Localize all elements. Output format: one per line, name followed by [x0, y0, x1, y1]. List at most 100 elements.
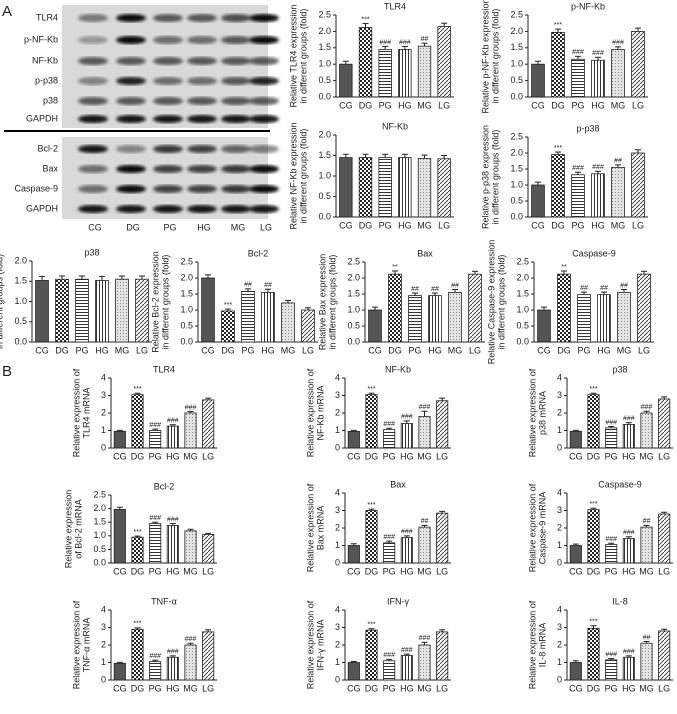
- y-tick-label: 1.5: [93, 517, 106, 527]
- y-tick-label: 2.5: [510, 9, 523, 19]
- y-tick-label: 2.5: [347, 256, 360, 266]
- bar: [398, 157, 412, 218]
- y-axis-label: Relative expression of: [527, 600, 537, 689]
- y-tick-label: 1.0: [510, 179, 523, 189]
- blot-lane-label: LG: [260, 222, 272, 232]
- blot-band: [116, 97, 146, 105]
- y-axis-label: in different groups (fold): [496, 255, 506, 350]
- error-bar: [342, 153, 349, 158]
- blot-band: [249, 205, 279, 213]
- x-tick-label: HG: [622, 683, 636, 693]
- x-tick-label: PG: [75, 345, 88, 355]
- blot-band: [116, 145, 146, 153]
- blot-band: [116, 115, 146, 123]
- significance-label: ###: [383, 652, 395, 659]
- y-tick-label: 2.0: [318, 26, 331, 36]
- bar: [448, 291, 462, 343]
- error-bar: [59, 275, 65, 280]
- error-bar: [661, 511, 668, 514]
- x-tick-label: LG: [436, 451, 448, 461]
- y-tick-label: 2.5: [318, 9, 331, 19]
- y-axis-label: in different groups (fold): [0, 254, 4, 349]
- x-tick-label: MG: [639, 566, 654, 576]
- blot-band: [187, 36, 217, 44]
- axes: [364, 262, 485, 343]
- x-tick-label: MG: [183, 683, 198, 693]
- bar: [358, 27, 373, 98]
- x-tick-label: PG: [605, 451, 618, 461]
- y-tick-label: 1: [335, 540, 340, 550]
- chart-title: p-NF-Kb: [571, 1, 605, 11]
- y-tick-label: 4: [557, 372, 562, 382]
- bar: [418, 644, 431, 681]
- bar: [622, 423, 635, 449]
- y-axis-label: NF-Kb mRNA: [315, 385, 325, 440]
- y-tick-label: 0.5: [180, 320, 193, 330]
- y-axis-label: in different groups (fold): [327, 255, 337, 350]
- error-bar: [403, 420, 410, 424]
- significance-label: ###: [623, 530, 635, 537]
- bar: [241, 291, 255, 343]
- significance-label: ###: [605, 651, 617, 658]
- error-bar: [555, 28, 561, 33]
- error-bar: [401, 45, 408, 50]
- y-tick-label: 1.5: [14, 276, 27, 286]
- y-tick-label: 2.0: [510, 26, 523, 36]
- western-blot: TLR4 p-NF-Kb NF-Kb p-p38 p38 GAPDH Bcl-2 Bax Cas…: [4, 5, 279, 232]
- significance-label: ##: [431, 286, 439, 293]
- bar: [436, 400, 449, 449]
- y-tick-label: 0.0: [93, 557, 106, 567]
- y-tick-label: 1.0: [318, 59, 331, 69]
- blot-band: [221, 205, 251, 213]
- error-bar: [305, 307, 311, 310]
- y-axis-label: Relative expression of: [305, 483, 315, 572]
- chart-title: NF-Kb: [385, 364, 411, 374]
- error-bar: [625, 655, 632, 658]
- x-tick-label: MG: [611, 220, 626, 230]
- error-bar: [421, 524, 428, 528]
- error-bar: [116, 661, 123, 664]
- error-bar: [472, 270, 478, 275]
- x-tick-label: PG: [383, 683, 396, 693]
- significance-label: ###: [379, 39, 391, 46]
- blot-lane-label: DG: [126, 222, 140, 232]
- y-axis-label: Relative NF-Kb expression: [288, 122, 298, 229]
- x-tick-label: MG: [639, 683, 654, 693]
- y-axis-label: of Bcl-2 mRNA: [73, 499, 83, 559]
- x-tick-label: MG: [417, 100, 432, 110]
- error-bar: [661, 396, 668, 399]
- blot-band: [221, 185, 251, 193]
- significance-label: **: [561, 264, 567, 271]
- y-tick-label: 2: [101, 639, 106, 649]
- error-bar: [342, 60, 349, 65]
- blot-band: [249, 185, 279, 193]
- error-bar: [643, 641, 650, 644]
- x-tick-label: HG: [591, 100, 605, 110]
- y-axis-label: Caspase-9 mRNA: [537, 492, 547, 565]
- y-tick-label: 1.0: [516, 304, 529, 314]
- error-bar: [441, 155, 448, 159]
- error-bar: [421, 42, 428, 47]
- blot-band: [187, 115, 217, 123]
- x-tick-label: LG: [632, 100, 644, 110]
- bar: [418, 526, 431, 564]
- x-tick-label: MG: [417, 566, 432, 576]
- significance-label: ##: [411, 286, 419, 293]
- blot-lane-label: PG: [163, 222, 176, 232]
- x-tick-label: CG: [569, 451, 583, 461]
- bar: [383, 542, 396, 564]
- x-tick-label: LG: [658, 451, 670, 461]
- y-tick-label: 1: [557, 425, 562, 435]
- blot-band: [78, 145, 108, 153]
- x-tick-label: DG: [359, 220, 373, 230]
- significance-label: ***: [367, 502, 375, 509]
- error-bar: [152, 428, 159, 431]
- bar: [611, 49, 625, 98]
- x-tick-label: PG: [379, 220, 392, 230]
- error-bar: [635, 149, 641, 153]
- y-tick-label: 0.0: [510, 91, 523, 101]
- significance-label: **: [392, 264, 398, 271]
- error-bar: [134, 535, 141, 538]
- y-axis-label: in different groups (fold): [298, 9, 308, 104]
- blot-band: [187, 145, 217, 153]
